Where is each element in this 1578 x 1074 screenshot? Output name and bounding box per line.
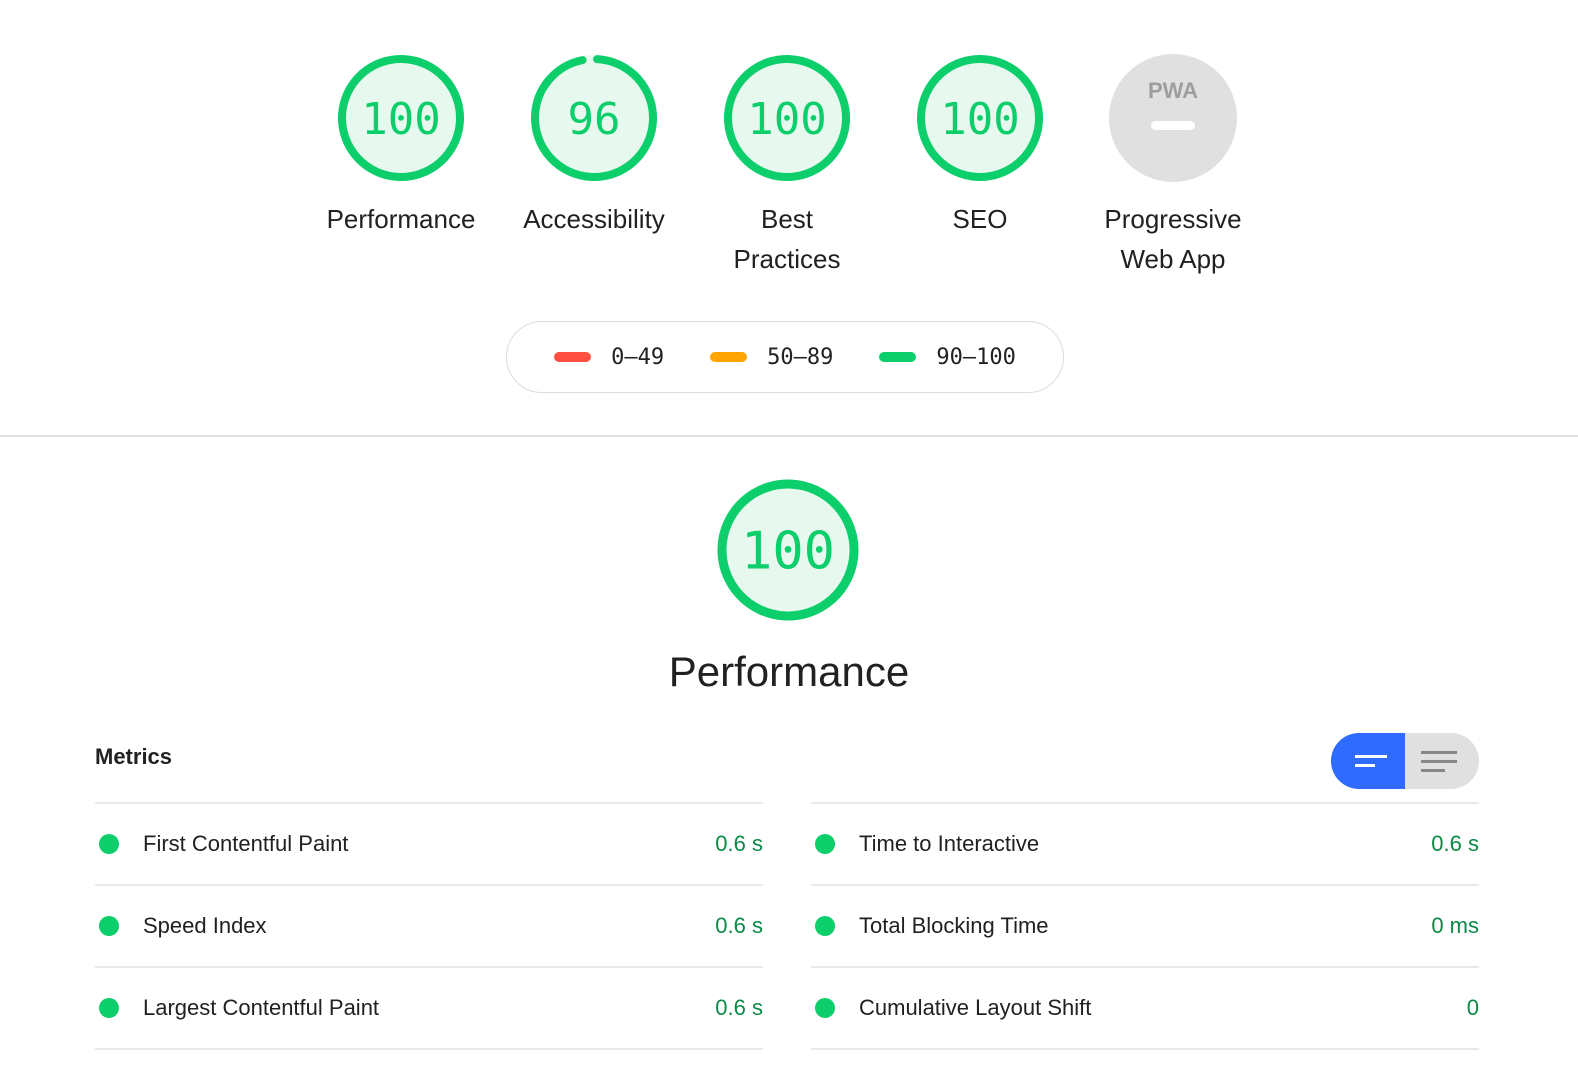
pass-dot-icon [815, 834, 835, 854]
metric-row: Cumulative Layout Shift 0 [811, 966, 1479, 1050]
gauge-score: 100 [741, 522, 835, 582]
score-legend: 0–49 50–89 90–100 [506, 321, 1064, 393]
metrics-view-toggle[interactable] [1331, 733, 1479, 789]
category-title: Performance [668, 648, 910, 695]
metric-name: Total Blocking Time [859, 913, 1049, 938]
summary-view-button[interactable] [1331, 733, 1405, 789]
metrics-heading: Metrics [95, 744, 173, 769]
metric-value: 0 ms [1431, 913, 1479, 938]
fail-swatch-icon [554, 352, 592, 362]
legend-label: 0–49 [611, 344, 665, 370]
metric-row: First Contentful Paint 0.6 s [95, 802, 763, 884]
gauge-label: Accessibility [523, 204, 665, 234]
metric-name: Time to Interactive [859, 831, 1040, 856]
metric-name: Speed Index [143, 913, 267, 938]
gauge-arc [717, 479, 859, 621]
metric-name: First Contentful Paint [143, 831, 349, 856]
metric-value: 0.6 s [715, 995, 763, 1020]
pass-swatch-icon [879, 352, 917, 362]
metric-row: Largest Contentful Paint 0.6 s [95, 966, 763, 1050]
metrics-right-column: Time to Interactive 0.6 s Total Blocking … [811, 802, 1479, 1050]
legend-fail: 0–49 [554, 345, 664, 370]
gauge-best-practices[interactable]: 100 Best Practices [697, 51, 877, 279]
metric-row: Speed Index 0.6 s [95, 884, 763, 966]
metric-value: 0.6 s [1431, 831, 1479, 856]
pass-dot-icon [815, 916, 835, 936]
pass-dot-icon [99, 834, 119, 854]
metric-row: Total Blocking Time 0 ms [811, 884, 1479, 966]
metric-value: 0.6 s [715, 831, 763, 856]
metric-value: 0 [1466, 995, 1479, 1020]
pass-dot-icon [815, 998, 835, 1018]
list-view-icon [1421, 750, 1457, 754]
pass-dot-icon [99, 998, 119, 1018]
summary-view-icon-line [1355, 764, 1375, 767]
gauge-seo[interactable]: 100 SEO [890, 51, 1070, 239]
gauge-arc [338, 55, 464, 182]
average-swatch-icon [710, 352, 748, 362]
svg-text:PWA: PWA [1148, 78, 1198, 103]
gauge-score: 100 [747, 94, 826, 145]
metric-name: Cumulative Layout Shift [859, 995, 1092, 1020]
metric-value: 0.6 s [715, 913, 763, 938]
list-view-button[interactable] [1405, 733, 1479, 789]
gauge-label: Best Practices [733, 204, 841, 274]
divider [0, 435, 1578, 437]
gauge-accessibility[interactable]: 96 Accessibility [504, 51, 684, 239]
legend-average: 50–89 [710, 345, 833, 370]
gauge-score: 100 [361, 94, 440, 145]
gauge-score: 96 [568, 94, 621, 145]
gauge-performance[interactable]: 100 Performance [311, 51, 491, 239]
legend-pass: 90–100 [879, 344, 1016, 370]
legend-label: 50–89 [767, 344, 834, 370]
metric-row: Time to Interactive 0.6 s [811, 802, 1479, 884]
gauge-arc [917, 55, 1043, 182]
legend-label: 90–100 [936, 344, 1016, 370]
gauge-arc [724, 55, 850, 182]
gauge-label: SEO [952, 204, 1008, 234]
pwa-badge-icon: PWA [1109, 54, 1237, 182]
list-view-icon-line [1421, 759, 1457, 763]
gauge-progressive-web-app[interactable]: PWA Progressive Web App [1083, 51, 1263, 279]
metrics-left-column: First Contentful Paint 0.6 s Speed Index 0… [95, 802, 763, 1050]
gauge-arc [531, 55, 657, 182]
summary-view-icon [1355, 755, 1387, 758]
category-gauge: 100 [713, 475, 863, 630]
metric-name: Largest Contentful Paint [143, 995, 380, 1020]
gauge-label: Performance [326, 204, 476, 234]
list-view-icon-line [1421, 768, 1445, 772]
pass-dot-icon [99, 916, 119, 936]
gauge-label: Progressive Web App [1104, 204, 1242, 274]
gauge-score: 100 [940, 94, 1019, 145]
